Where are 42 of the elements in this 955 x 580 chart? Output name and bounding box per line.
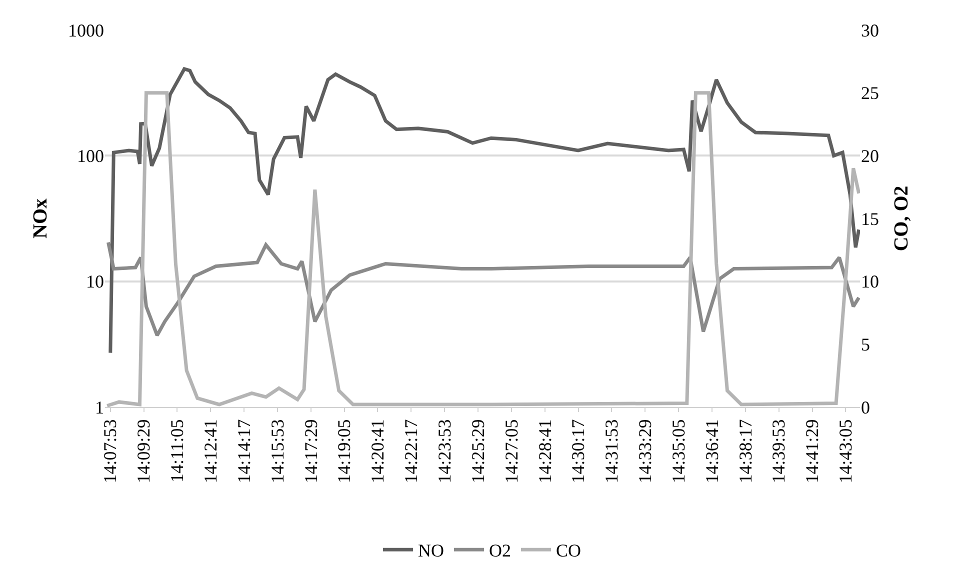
x-tick-label: 14:20:41 [368,419,388,484]
x-tick-label: 14:23:53 [434,419,454,484]
y2-tick-label: 20 [861,146,879,166]
x-tick-label: 14:07:53 [100,419,120,484]
x-tick-label: 14:19:05 [334,419,354,484]
legend-label: CO [556,540,582,561]
y-tick-label: 1000 [68,20,104,40]
x-tick-label: 14:41:29 [802,419,822,484]
legend-label: NO [418,540,444,561]
x-tick-label: 14:17:29 [300,419,321,484]
y-tick-label: 10 [86,272,104,292]
y-tick-label: 1 [95,397,104,418]
y2-tick-label: 5 [861,334,870,354]
x-tick-label: 14:12:41 [200,419,220,484]
line-series [105,91,860,407]
x-tick-label: 14:39:53 [768,419,789,484]
y2-tick-label: 25 [861,83,879,104]
x-tick-label: 14:36:41 [702,419,722,484]
x-tick-label: 14:35:05 [668,419,688,484]
x-tick-label: 14:15:53 [267,419,288,484]
line-series [106,240,860,338]
x-tick-label: 14:22:17 [401,419,422,484]
x-tick-label: 14:38:17 [735,419,756,484]
y2-axis-title: CO, O2 [890,186,912,252]
y2-tick-label: 0 [861,397,870,418]
x-tick-label: 14:27:05 [501,419,522,484]
y-tick-label: 100 [77,146,104,166]
x-tick-label: 14:11:05 [167,419,188,483]
x-tick-label: 14:43:05 [836,419,856,484]
y-axis-title: NOx [30,198,52,238]
x-tick-label: 14:31:53 [602,419,622,484]
y2-tick-label: 30 [861,20,879,40]
x-tick-label: 14:33:29 [635,419,656,484]
x-tick-label: 14:09:29 [134,419,154,484]
legend-label: O2 [489,540,511,561]
y2-tick-label: 15 [861,208,879,229]
x-tick-label: 14:30:17 [568,419,588,484]
x-tick-label: 14:14:17 [234,419,254,484]
x-tick-label: 14:28:41 [534,419,555,484]
x-tick-label: 14:25:29 [468,419,488,484]
line-series [108,67,860,355]
y2-tick-label: 10 [861,272,879,292]
